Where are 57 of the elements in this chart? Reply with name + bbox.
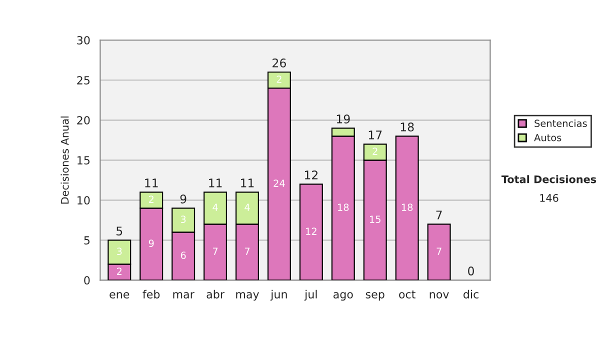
total-label: 9 <box>180 194 186 204</box>
x-tick-label: jul <box>304 290 317 301</box>
data-label: 2 <box>117 268 122 275</box>
data-label: 4 <box>244 204 250 211</box>
data-label: 9 <box>148 240 154 247</box>
total-label: 19 <box>336 114 350 124</box>
total-label: 11 <box>241 178 254 188</box>
x-tick-label: nov <box>430 292 449 298</box>
total-label: 12 <box>304 170 318 180</box>
data-label: 2 <box>372 148 378 155</box>
total-label: 17 <box>368 130 382 140</box>
x-tick-label: mar <box>173 292 194 298</box>
data-label: 3 <box>117 248 122 255</box>
x-tick-label: jun <box>270 290 287 301</box>
x-tick-label: ago <box>333 292 353 301</box>
bar <box>427 224 451 280</box>
y-tick-label: 10 <box>78 196 90 205</box>
y-tick-label: 0 <box>84 276 90 285</box>
text: Total Decisiones <box>501 175 596 184</box>
data-label: 7 <box>244 248 250 255</box>
x-tick-label: may <box>236 292 260 301</box>
x-tick-label: feb <box>142 290 160 298</box>
data-label: 3 <box>180 216 186 223</box>
y-axis-title: Decisiones Anual <box>60 116 69 204</box>
y-tick-label: 30 <box>77 36 90 44</box>
data-label: 18 <box>338 204 349 211</box>
x-tick-label: ene <box>110 292 130 298</box>
bar <box>299 184 323 280</box>
y-tick-label: 15 <box>78 156 90 165</box>
data-label: 6 <box>180 252 186 259</box>
total-label: 7 <box>436 210 442 220</box>
x-tick-label: dic <box>464 290 478 298</box>
total-label: 11 <box>145 178 158 188</box>
y-tick-label: 20 <box>77 116 90 125</box>
total-label: 11 <box>209 178 222 188</box>
data-label: 2 <box>148 196 154 203</box>
y-tick-label: 5 <box>84 236 90 245</box>
data-label: 18 <box>402 204 413 211</box>
x-tick-label: sep <box>366 292 384 301</box>
data-label: 15 <box>370 216 380 223</box>
x-tick-label: abr <box>206 290 224 298</box>
legend-label: Sentencias <box>534 119 587 128</box>
data-label: 24 <box>274 180 285 187</box>
bar <box>395 136 419 280</box>
text: 146 <box>540 194 558 202</box>
data-label: 4 <box>212 204 218 211</box>
total-label: 5 <box>116 226 122 236</box>
y-tick-label: 25 <box>77 76 90 85</box>
legend-label: Autos <box>534 134 562 142</box>
data-label: 7 <box>212 248 218 255</box>
total-label: 0 <box>468 266 474 276</box>
data-label: 2 <box>276 76 282 83</box>
total-label: 18 <box>400 122 414 132</box>
total-label: 26 <box>272 58 286 68</box>
data-label: 12 <box>306 228 316 235</box>
data-label: 7 <box>436 248 442 255</box>
x-tick-label: oct <box>399 290 416 298</box>
